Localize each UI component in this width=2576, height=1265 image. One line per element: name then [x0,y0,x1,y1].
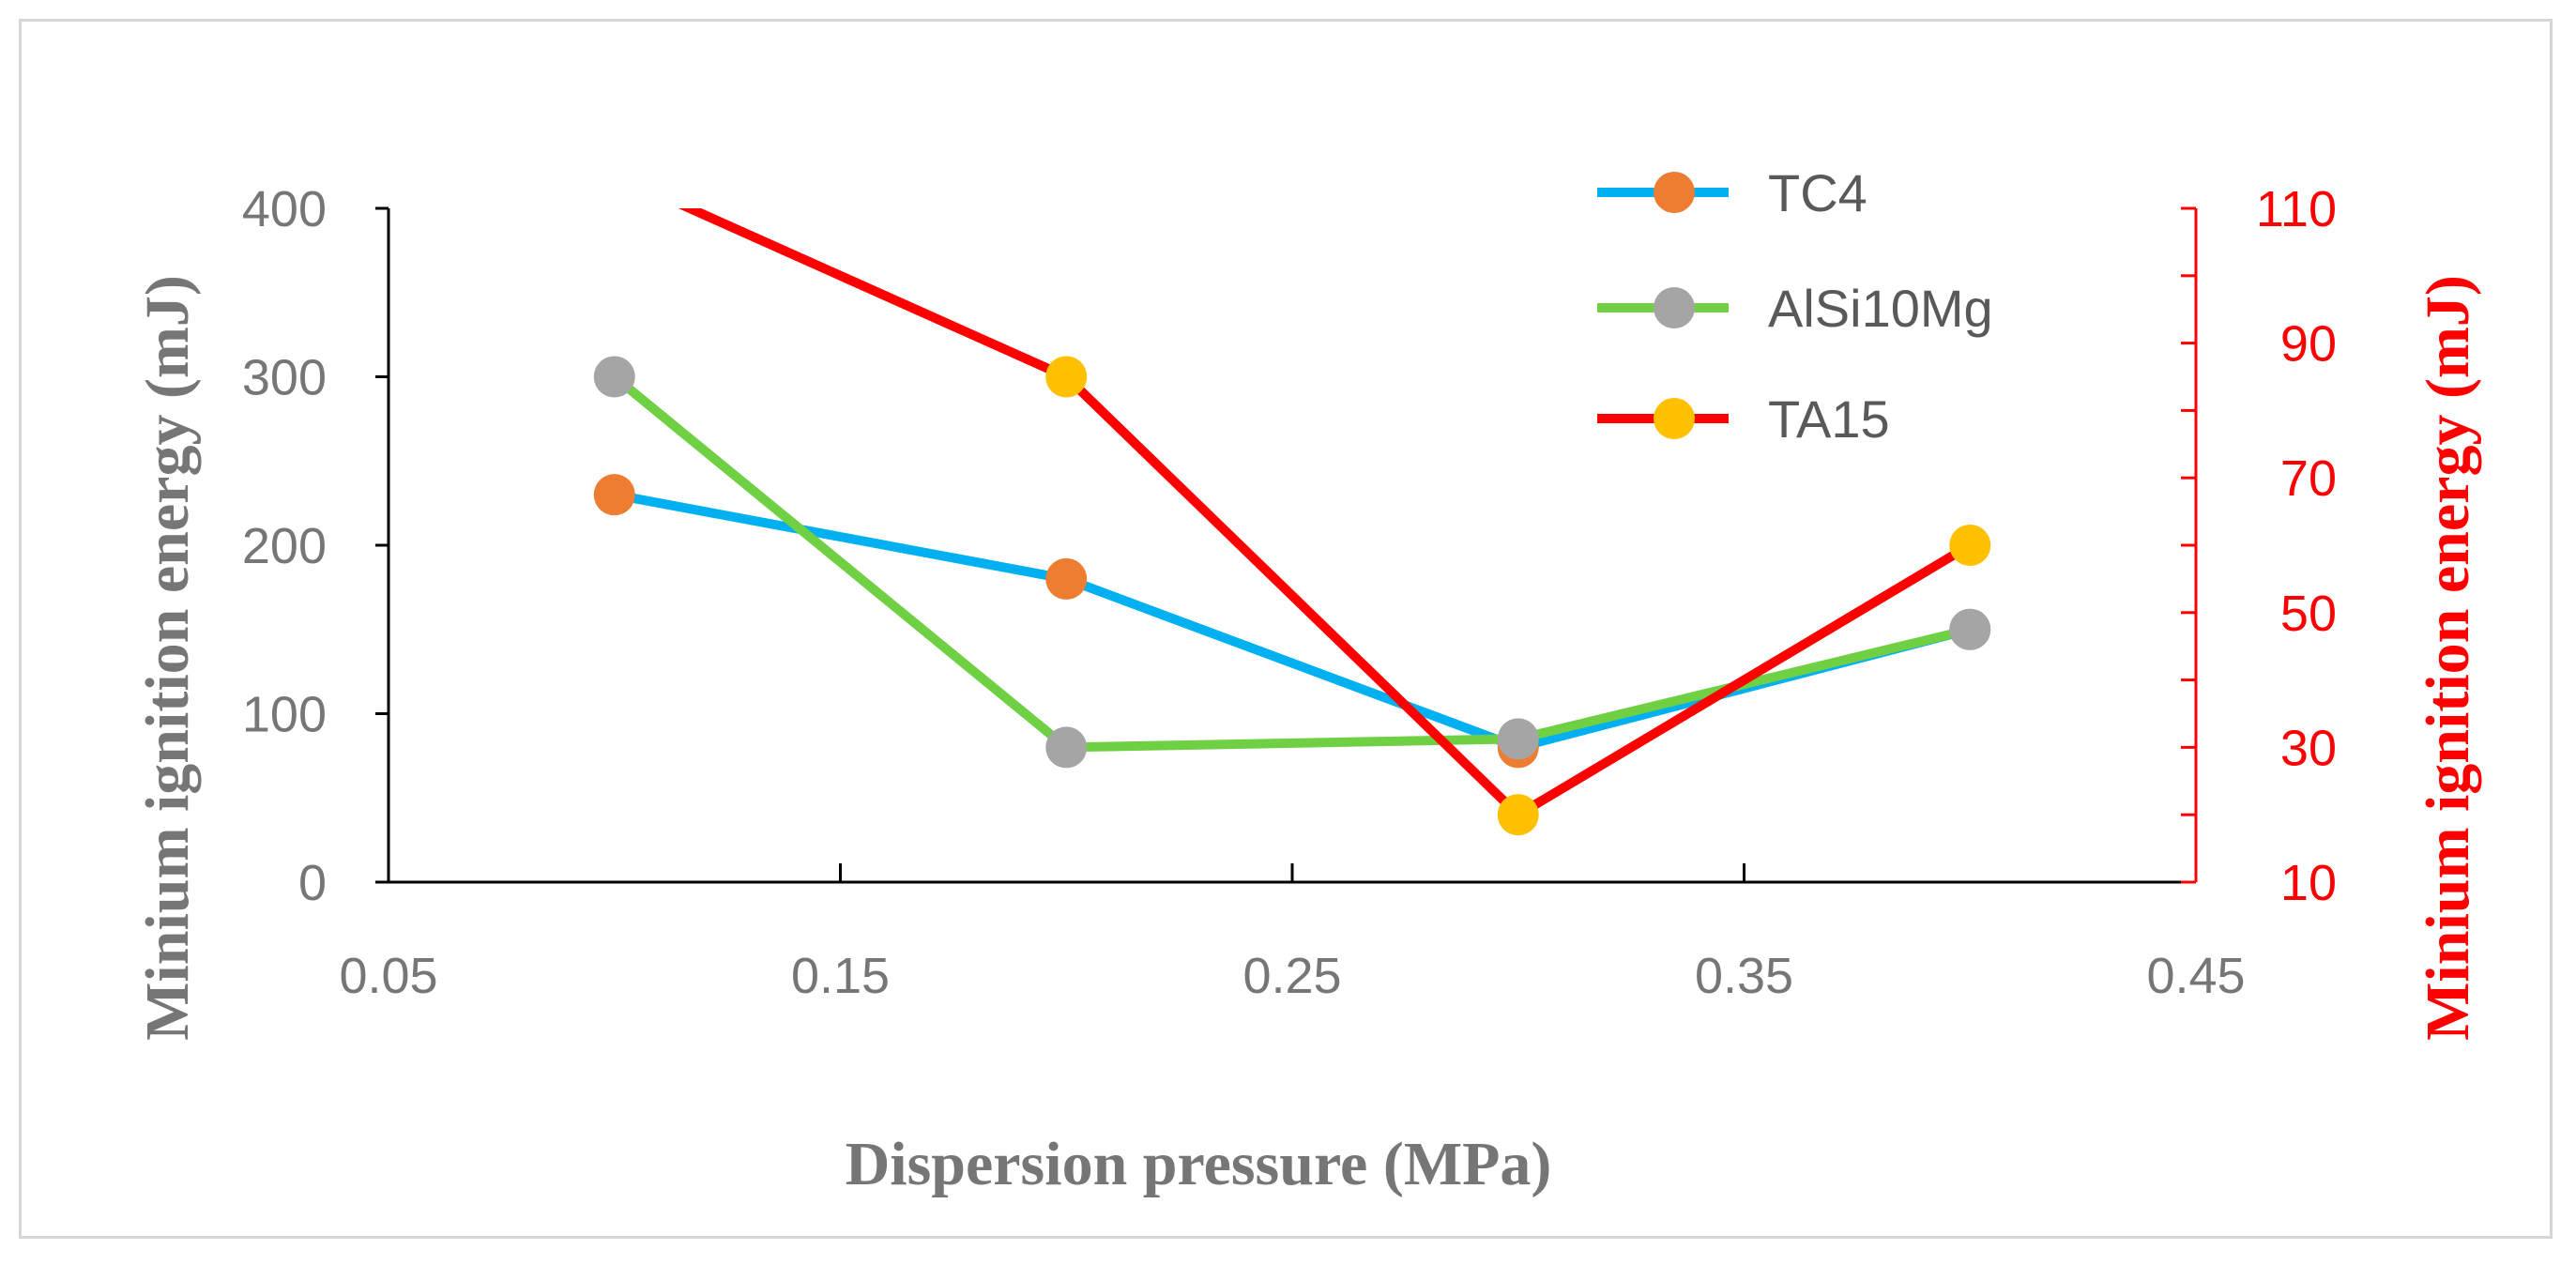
left-axis-tick-label: 0 [298,855,327,911]
data-point-ta15 [1497,794,1539,836]
data-point-alsi10mg [1045,726,1088,769]
right-axis-tick-label: 70 [2280,450,2337,507]
data-point-ta15 [1949,525,1991,566]
left-axis-tick-label: 300 [242,350,327,406]
left-axis-title: Minium ignition energy (mJ) [133,275,202,1041]
x-axis-tick-label: 0.35 [1695,948,1793,1004]
legend: TC4 AlSi10Mg TA15 [1597,163,1993,449]
data-point-tc4 [593,474,635,516]
right-axis-tick-label: 90 [2280,316,2337,373]
left-axis-tick-label: 200 [242,518,327,574]
data-point-alsi10mg [593,356,635,398]
legend-marker-tc4 [1654,172,1695,213]
x-axis-tick-label: 0.05 [339,948,437,1004]
left-axis-tick-label: 400 [242,181,327,237]
chart-frame [19,19,2553,1239]
data-point-alsi10mg [1497,718,1539,760]
series-line-ta15 [678,208,1975,820]
x-axis-tick-label: 0.15 [791,948,890,1004]
data-point-ta15 [1045,356,1088,398]
right-axis-title: Minium ignition energy (mJ) [2414,275,2482,1041]
x-axis-title: Dispersion pressure (MPa) [846,1130,1552,1198]
legend-label-tc4: TC4 [1768,163,1867,222]
series-line-tc4 [609,490,1975,753]
right-axis-tick-label: 10 [2280,855,2337,911]
data-point-alsi10mg [1949,608,1991,650]
legend-marker-ta15 [1654,398,1695,439]
x-axis-tick-label: 0.45 [2146,948,2245,1004]
left-axis-tick-label: 100 [242,687,327,743]
x-axis-tick-label: 0.25 [1242,948,1341,1004]
legend-label-alsi10mg: AlSi10Mg [1768,279,1993,338]
series-line-alsi10mg [609,372,1975,753]
legend-label-ta15: TA15 [1768,389,1890,449]
legend-marker-alsi10mg [1654,287,1695,328]
right-axis-tick-label: 30 [2280,720,2337,776]
right-axis-tick-label: 110 [2256,181,2337,237]
right-axis-tick-label: 50 [2280,586,2337,642]
data-point-tc4 [1045,557,1088,600]
